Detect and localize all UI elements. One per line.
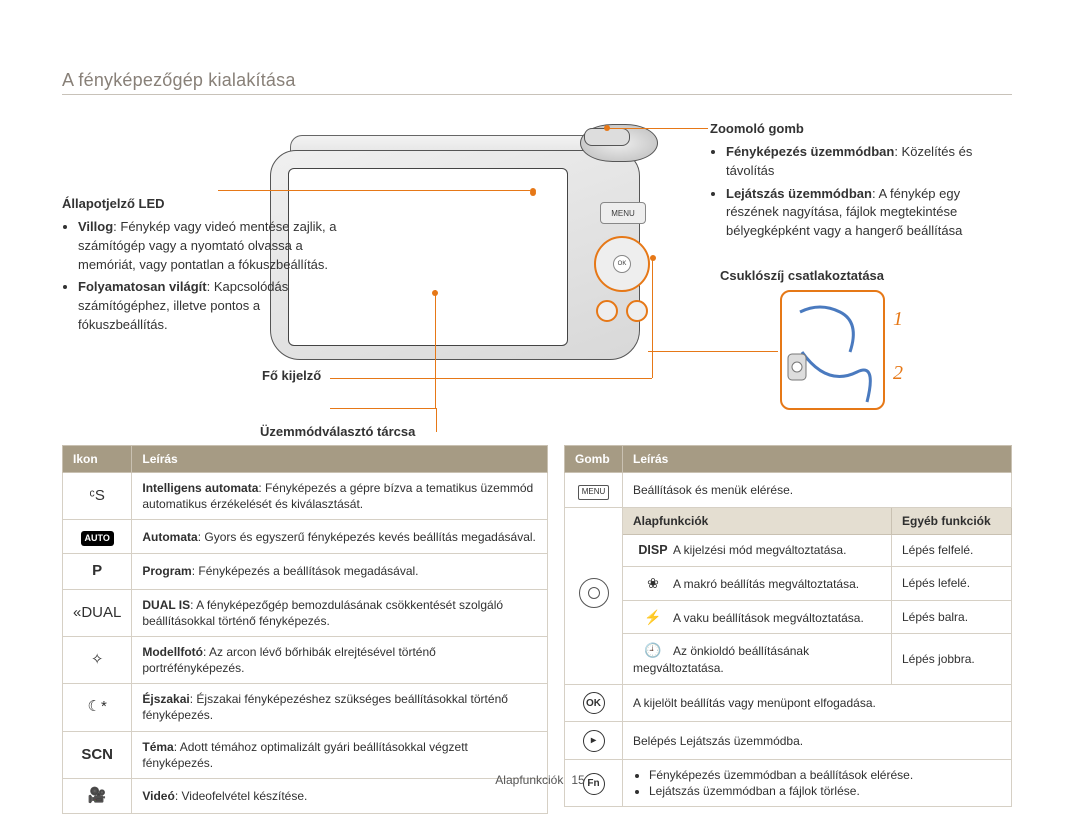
- mode-icon: AUTO: [81, 531, 114, 545]
- table-row: AUTOAutomata: Gyors és egyszerű fényképe…: [63, 520, 548, 554]
- status-led-item: Villog: Fénykép vagy videó mentése zajli…: [78, 218, 342, 275]
- table-row: ▸ Belépés Lejátszás üzemmódba.: [565, 722, 1012, 760]
- th-button: Gomb: [565, 446, 623, 473]
- play-icon: ▸: [583, 730, 605, 752]
- label-strap: Csuklószíj csatlakoztatása: [720, 268, 884, 283]
- mode-icon: ☾*: [88, 698, 107, 715]
- callout-status-led: Állapotjelző LED Villog: Fénykép vagy vi…: [62, 195, 342, 339]
- title-rule: [62, 94, 1012, 95]
- zoom-item: Lejátszás üzemmódban: A fénykép egy rész…: [726, 185, 1010, 242]
- nav-icon: [579, 578, 609, 608]
- table-row: ⚡A vaku beállítások megváltoztatása.Lépé…: [565, 600, 1012, 634]
- table-row: DISPA kijelzési mód megváltoztatása.Lépé…: [565, 534, 1012, 566]
- strap-step-2: 2: [893, 362, 903, 385]
- zoom-item: Fényképezés üzemmódban: Közelítés és táv…: [726, 143, 1010, 181]
- strap-step-1: 1: [893, 308, 903, 331]
- ok-icon: OK: [583, 692, 605, 714]
- nav-sub-icon: ⚡: [644, 609, 661, 625]
- table-row: PProgram: Fényképezés a beállítások mega…: [63, 554, 548, 589]
- table-row: OK A kijelölt beállítás vagy menüpont el…: [565, 684, 1012, 722]
- table-row: «DUALDUAL IS: A fényképezőgép bemozdulás…: [63, 589, 548, 636]
- table-row: MENU Beállítások és menük elérése.: [565, 473, 1012, 508]
- table-row: ᶜSIntelligens automata: Fényképezés a gé…: [63, 473, 548, 520]
- table-row: SCNTéma: Adott témához optimalizált gyár…: [63, 731, 548, 778]
- mode-icon: 🎥: [88, 787, 107, 804]
- page-footer: Alapfunkciók15: [0, 773, 1080, 787]
- mode-icon: «DUAL: [73, 604, 121, 621]
- table-row: 🕘Az önkioldó beállításának megváltoztatá…: [565, 634, 1012, 684]
- label-mode-dial: Üzemmódválasztó tárcsa: [260, 424, 415, 439]
- strap-detail: 1 2: [780, 290, 885, 410]
- th-desc: Leírás: [132, 446, 548, 473]
- label-main-display: Fő kijelző: [262, 368, 321, 383]
- page-title: A fényképezőgép kialakítása: [62, 70, 296, 91]
- table-row: ☾*Éjszakai: Éjszakai fényképezéshez szük…: [63, 684, 548, 731]
- th-basic: Alapfunkciók: [623, 507, 892, 534]
- disp-icon: DISP: [638, 543, 667, 557]
- status-led-head: Állapotjelző LED: [62, 195, 342, 214]
- mode-icon-table: Ikon Leírás ᶜSIntelligens automata: Fény…: [62, 445, 548, 814]
- th-desc2: Leírás: [623, 446, 1012, 473]
- menu-icon: MENU: [578, 485, 610, 500]
- table-row: Alapfunkciók Egyéb funkciók: [565, 507, 1012, 534]
- mode-icon: SCN: [81, 746, 113, 763]
- status-led-item: Folyamatosan világít: Kapcsolódás számít…: [78, 278, 342, 335]
- mode-icon: ✧: [91, 651, 104, 668]
- th-icon: Ikon: [63, 446, 132, 473]
- button-table: Gomb Leírás MENU Beállítások és menük el…: [564, 445, 1012, 807]
- table-row: ✧Modellfotó: Az arcon lévő bőrhibák elre…: [63, 636, 548, 683]
- zoom-head: Zoomoló gomb: [710, 120, 1010, 139]
- table-row: ❀A makró beállítás megváltoztatása.Lépés…: [565, 566, 1012, 600]
- th-other: Egyéb funkciók: [892, 507, 1012, 534]
- mode-icon: ᶜS: [90, 487, 105, 504]
- nav-sub-icon: ❀: [647, 575, 659, 591]
- callout-zoom: Zoomoló gomb Fényképezés üzemmódban: Köz…: [710, 120, 1010, 245]
- nav-sub-icon: 🕘: [644, 642, 661, 658]
- mode-icon: P: [92, 562, 102, 579]
